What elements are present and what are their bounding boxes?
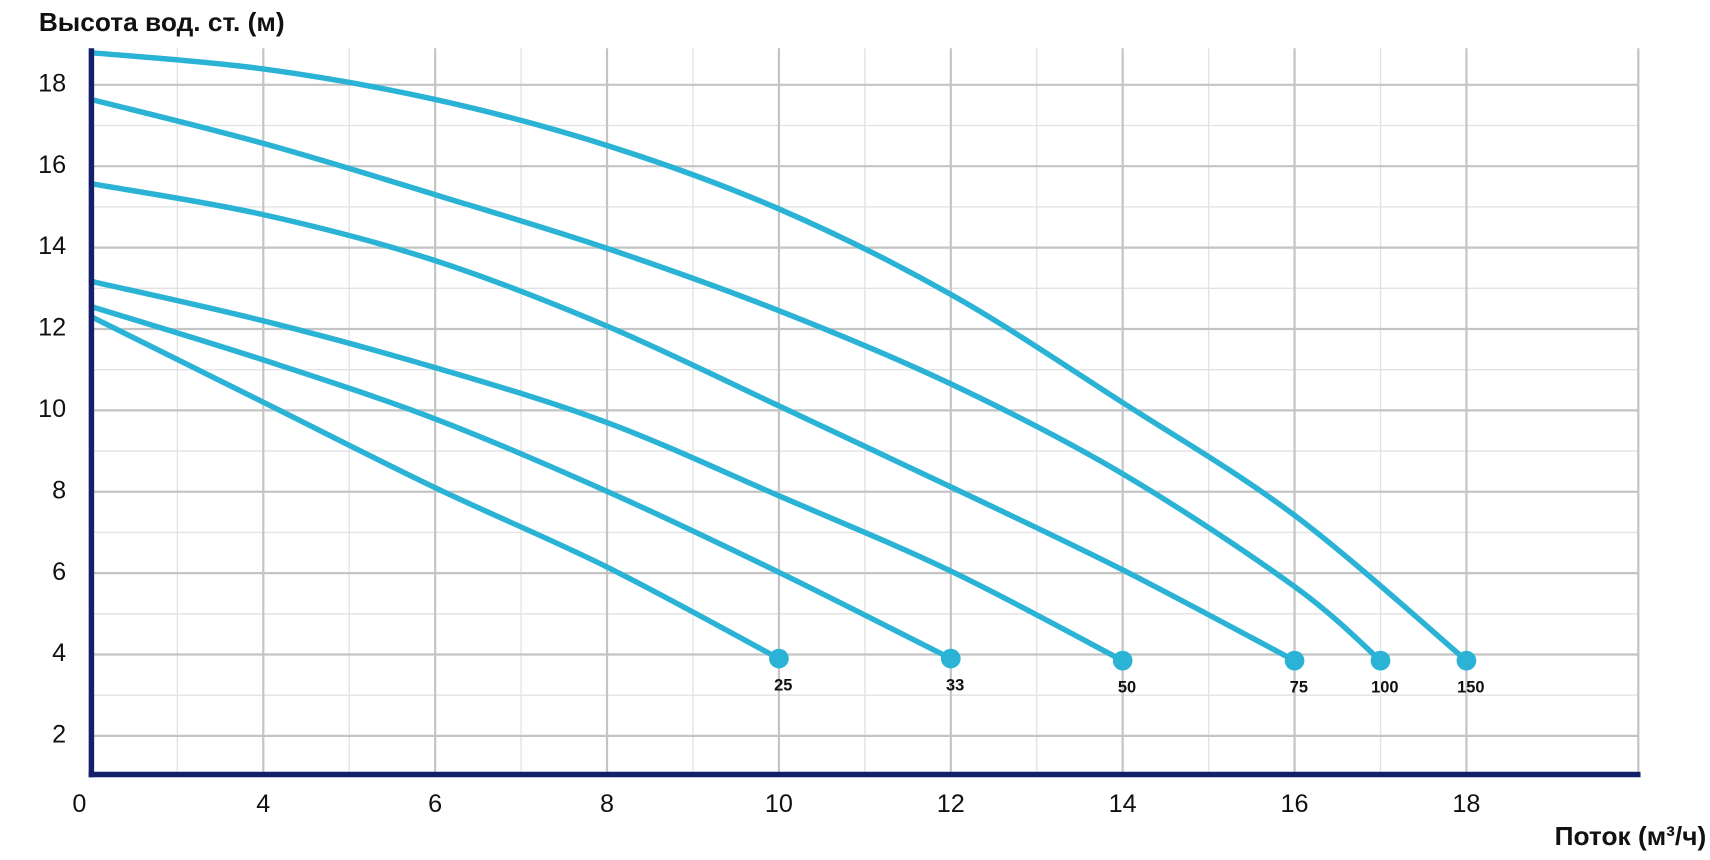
y-tick-label: 10 xyxy=(38,395,66,423)
legend-label: 50 xyxy=(1118,678,1136,696)
x-tick-label: 16 xyxy=(1281,790,1309,818)
x-tick-label: 4 xyxy=(256,790,270,818)
pump-curve xyxy=(88,278,1126,664)
end-point xyxy=(769,648,789,669)
pump-curve xyxy=(88,96,1384,664)
pump-curve xyxy=(88,303,954,662)
x-axis-title: Поток (м³/ч) xyxy=(1555,821,1707,851)
pump-curve xyxy=(88,314,782,662)
y-tick-label: 6 xyxy=(52,558,66,586)
y-tick-label: 14 xyxy=(38,232,66,260)
y-tick-label: 18 xyxy=(38,69,66,97)
legend-label: 150 xyxy=(1457,678,1484,696)
legend-label: 100 xyxy=(1371,678,1398,696)
y-tick-label: 16 xyxy=(38,151,66,179)
y-tick-label: 4 xyxy=(52,639,66,667)
end-point xyxy=(1370,650,1391,671)
x-tick-label: 0 xyxy=(72,790,86,818)
y-tick-label: 2 xyxy=(52,721,66,749)
plot: 25 33 50 75 100 150 xyxy=(88,49,1485,696)
y-tick-label: 12 xyxy=(38,314,66,342)
x-tick-label: 10 xyxy=(765,790,793,818)
y-tick-label: 8 xyxy=(52,476,66,504)
legend-label: 75 xyxy=(1290,678,1308,696)
end-point xyxy=(940,648,961,669)
x-tick-label: 14 xyxy=(1109,790,1137,818)
x-tick-label: 6 xyxy=(428,790,442,818)
x-tick-label: 18 xyxy=(1452,790,1480,818)
end-point xyxy=(1456,650,1477,671)
x-tick-label: 12 xyxy=(937,790,965,818)
legend-label: 25 xyxy=(774,676,792,694)
y-axis-title: Высота вод. ст. (м) xyxy=(39,7,285,37)
x-tick-label: 8 xyxy=(600,790,614,818)
pump-curve xyxy=(88,180,1298,664)
end-point xyxy=(1112,650,1133,671)
legend-label: 33 xyxy=(946,676,964,694)
pump-curve xyxy=(88,49,1470,664)
end-point xyxy=(1284,650,1305,671)
